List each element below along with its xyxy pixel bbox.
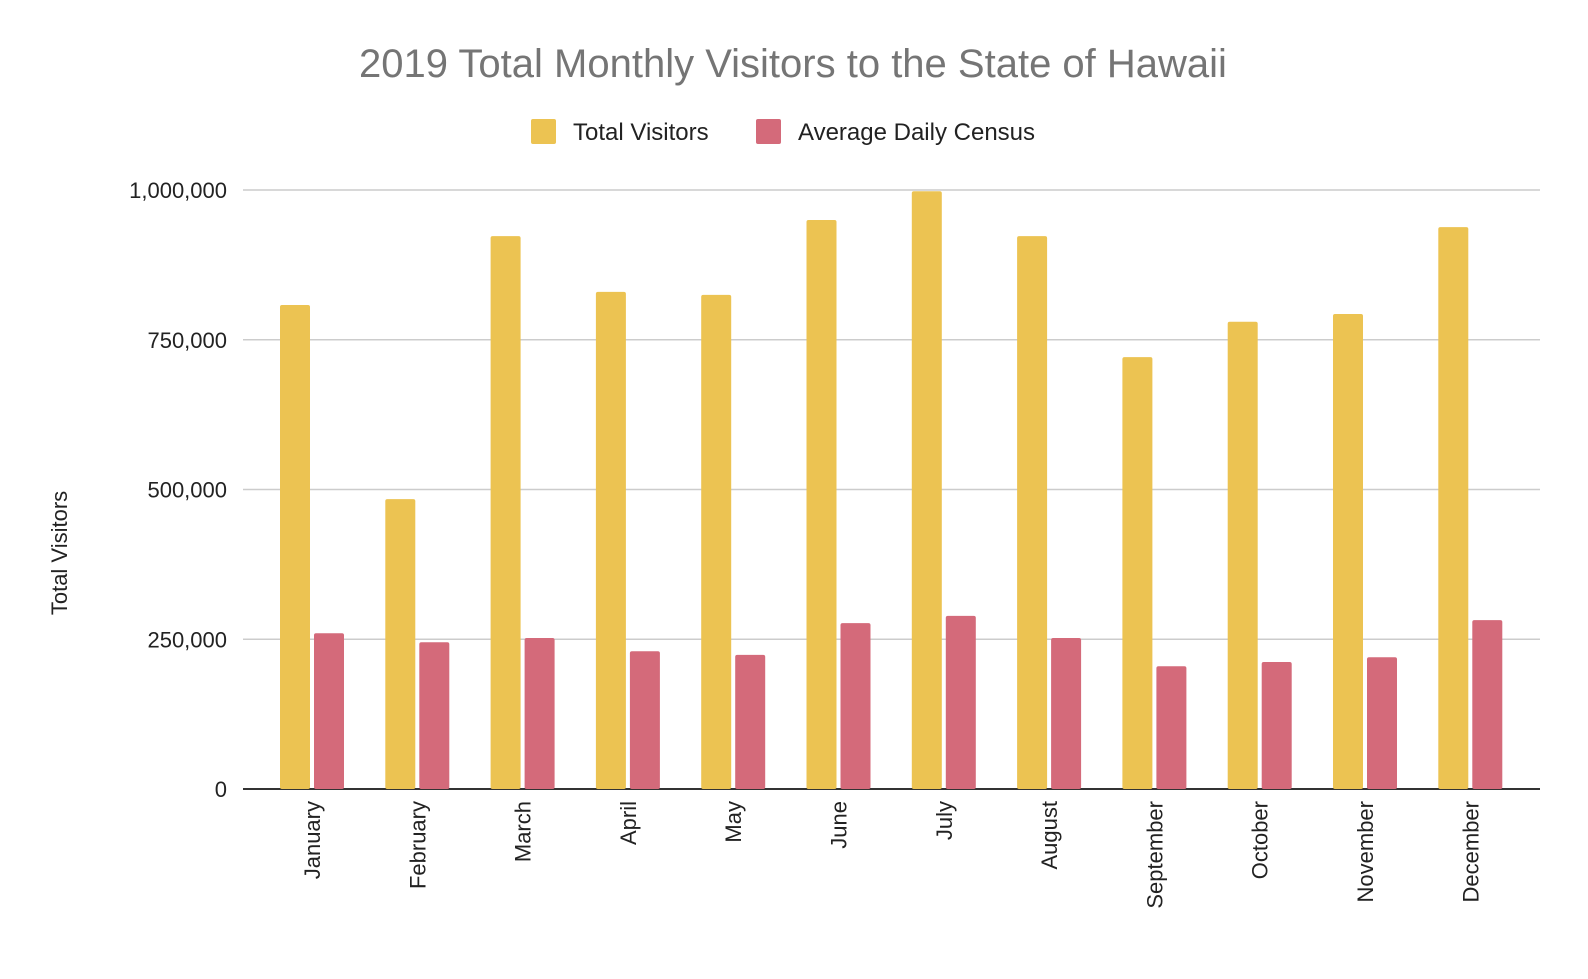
bar-total-visitors-april (595, 291, 626, 789)
bar-average-daily-census-january (314, 633, 344, 789)
y-tick-label: 0 (215, 777, 227, 802)
bar-total-visitors-february (385, 499, 416, 789)
x-tick-label: August (1037, 801, 1062, 870)
x-tick-label: May (721, 801, 746, 843)
x-tick-label: October (1248, 801, 1273, 879)
bar-total-visitors-may (701, 294, 732, 789)
legend-label-total-visitors: Total Visitors (573, 119, 709, 146)
bar-average-daily-census-october (1261, 662, 1292, 789)
bar-average-daily-census-april (629, 651, 660, 789)
y-tick-label: 500,000 (147, 478, 227, 503)
x-tick-label: January (300, 801, 325, 879)
y-axis-label: Total Visitors (47, 491, 72, 615)
x-tick-label: December (1458, 801, 1483, 902)
bar-average-daily-census-may (735, 654, 766, 789)
bar-total-visitors-august (1017, 236, 1048, 790)
bar-total-visitors-january (280, 305, 310, 789)
bar-average-daily-census-december (1472, 620, 1503, 789)
legend: Total Visitors Average Daily Census (531, 119, 1035, 146)
bar-total-visitors-november (1333, 313, 1363, 789)
bar-total-visitors-september (1122, 357, 1153, 789)
x-tick-label: June (827, 801, 852, 849)
bar-average-daily-census-june (840, 623, 871, 789)
x-tick-label: September (1142, 801, 1167, 909)
legend-swatch-total-visitors (531, 119, 556, 144)
x-tick-label: July (932, 801, 957, 840)
bar-average-daily-census-november (1367, 657, 1397, 789)
bar-average-daily-census-august (1051, 638, 1082, 789)
y-tick-label: 250,000 (147, 627, 227, 652)
bar-total-visitors-july (911, 191, 942, 789)
bar-total-visitors-march (490, 236, 521, 790)
y-tick-label: 1,000,000 (129, 178, 227, 203)
legend-swatch-average-daily-census (756, 119, 781, 144)
bar-average-daily-census-july (945, 615, 976, 789)
bar-average-daily-census-march (524, 638, 555, 789)
chart-title: 2019 Total Monthly Visitors to the State… (359, 42, 1227, 86)
x-tick-label: March (511, 801, 536, 862)
bar-average-daily-census-september (1156, 666, 1187, 789)
bar-average-daily-census-february (419, 642, 450, 789)
x-tick-label: November (1353, 801, 1378, 902)
bar-total-visitors-december (1438, 227, 1469, 789)
bar-total-visitors-june (806, 219, 837, 789)
x-tick-label: February (405, 801, 430, 889)
x-tick-label: April (616, 801, 641, 845)
legend-label-average-daily-census: Average Daily Census (798, 119, 1035, 146)
bar-total-visitors-october (1227, 321, 1258, 789)
y-tick-label: 750,000 (147, 328, 227, 353)
